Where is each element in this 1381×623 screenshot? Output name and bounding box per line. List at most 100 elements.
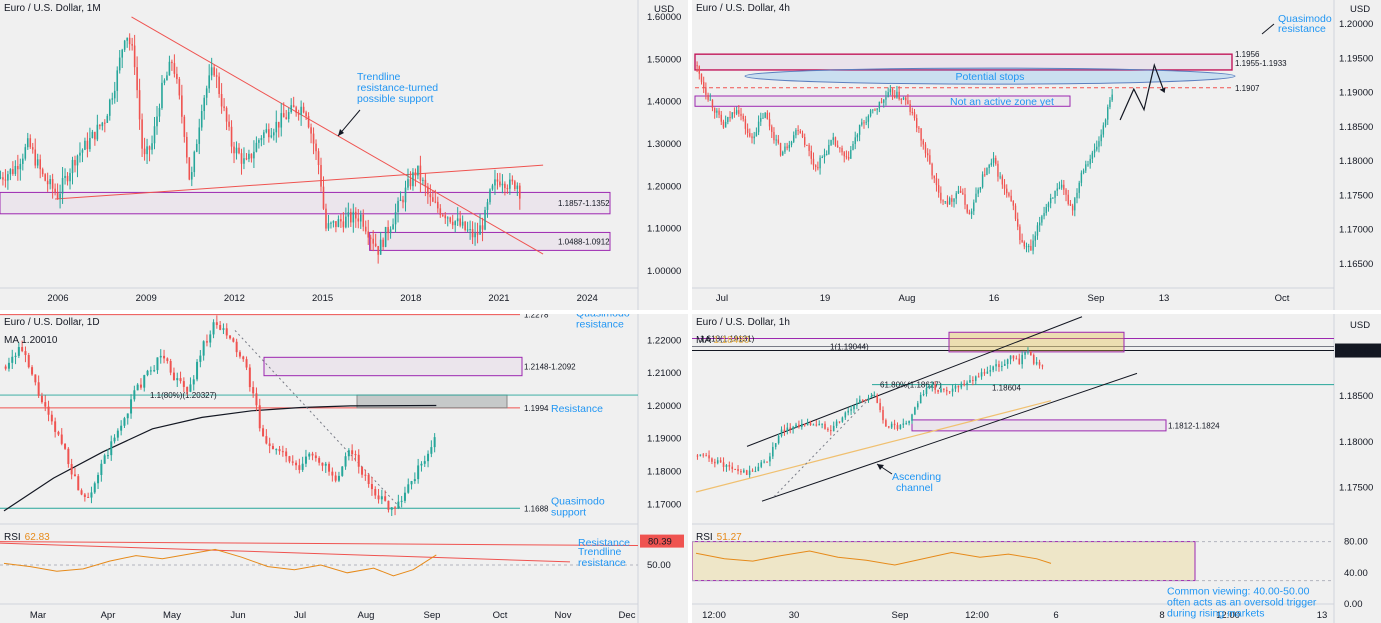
candle: [84, 140, 86, 150]
candle: [951, 388, 954, 392]
candle: [896, 91, 898, 98]
annotation-text: resistance: [1278, 23, 1326, 35]
zone-label: 1.1812-1.1824: [1168, 421, 1220, 430]
descending-trendline: [131, 16, 544, 255]
candle: [280, 113, 283, 128]
candle: [1045, 207, 1047, 214]
candle: [853, 405, 855, 410]
annotation-text: Resistance: [578, 537, 630, 549]
candle: [258, 140, 260, 143]
candle: [51, 179, 54, 189]
candle: [394, 507, 397, 509]
candle: [986, 371, 989, 374]
candle: [1060, 184, 1063, 188]
candle: [361, 466, 364, 475]
candle: [902, 97, 905, 100]
candle: [984, 174, 986, 176]
annotation-arrowhead: [877, 464, 884, 470]
candle: [394, 211, 397, 225]
candle: [1025, 246, 1028, 248]
candle: [795, 424, 797, 427]
candle: [893, 423, 896, 426]
y-axis-tick-label: 1.19500: [1339, 53, 1373, 64]
candle: [277, 121, 280, 128]
x-axis-tick-label: Dec: [619, 610, 636, 621]
level-label: 1.1956: [1235, 50, 1260, 59]
candle: [889, 89, 892, 93]
candle: [1043, 213, 1045, 217]
candle: [146, 370, 149, 376]
candle: [1058, 187, 1061, 189]
candle: [407, 484, 410, 493]
candle: [195, 143, 198, 152]
candle: [786, 427, 789, 432]
candle: [707, 94, 709, 100]
candle: [331, 471, 334, 476]
candle: [4, 179, 7, 181]
candle: [77, 476, 80, 491]
candle: [968, 212, 971, 215]
candle: [830, 140, 832, 145]
candle: [1107, 107, 1109, 120]
candle: [64, 443, 67, 449]
candle: [931, 384, 934, 388]
candle: [835, 421, 838, 426]
candle: [340, 219, 342, 222]
candle: [506, 188, 509, 190]
candle: [12, 169, 14, 174]
candle: [384, 496, 387, 501]
candle: [1021, 239, 1023, 242]
candle: [957, 385, 960, 388]
candle: [746, 128, 749, 133]
candle: [372, 238, 374, 244]
candle: [400, 500, 403, 502]
candle: [359, 214, 362, 222]
candle: [872, 109, 874, 111]
candle: [347, 212, 350, 217]
rsi-resistance-line: [0, 541, 639, 546]
candle: [146, 146, 148, 155]
candle: [412, 172, 414, 187]
candle: [963, 383, 965, 386]
candle: [499, 181, 501, 186]
candle: [347, 450, 350, 457]
candle: [839, 147, 841, 149]
candle: [66, 175, 69, 182]
candle: [377, 495, 380, 500]
candle: [7, 362, 10, 369]
y-axis-tick-label: 1.30000: [647, 139, 681, 150]
x-axis-tick-label: Mar: [30, 610, 46, 621]
candle: [972, 380, 974, 382]
candle: [233, 146, 235, 154]
candle: [225, 107, 228, 122]
candle: [786, 146, 788, 149]
y-axis-tick-label: 1.19000: [1339, 88, 1373, 99]
candle: [700, 73, 703, 82]
candle: [894, 95, 896, 98]
candle: [841, 417, 844, 422]
candle: [922, 393, 925, 395]
candle: [186, 386, 189, 392]
candle: [0, 177, 2, 179]
candle: [268, 443, 271, 446]
candle: [931, 163, 933, 176]
candle: [47, 406, 50, 415]
candle: [93, 483, 96, 493]
candle: [793, 135, 795, 142]
candle: [39, 159, 42, 170]
price-label-badge: [1335, 343, 1381, 358]
candle: [1038, 362, 1041, 366]
candle: [22, 158, 24, 164]
candle: [925, 388, 928, 394]
candle: [417, 165, 419, 176]
candle: [876, 395, 878, 403]
candle: [223, 106, 225, 108]
y-axis-tick-label: 1.20000: [647, 401, 681, 412]
candle: [1111, 94, 1113, 101]
candle: [731, 112, 733, 118]
candle: [812, 424, 815, 426]
candle: [737, 469, 739, 472]
candle: [825, 153, 828, 155]
candle: [444, 215, 447, 219]
candle: [795, 130, 797, 136]
